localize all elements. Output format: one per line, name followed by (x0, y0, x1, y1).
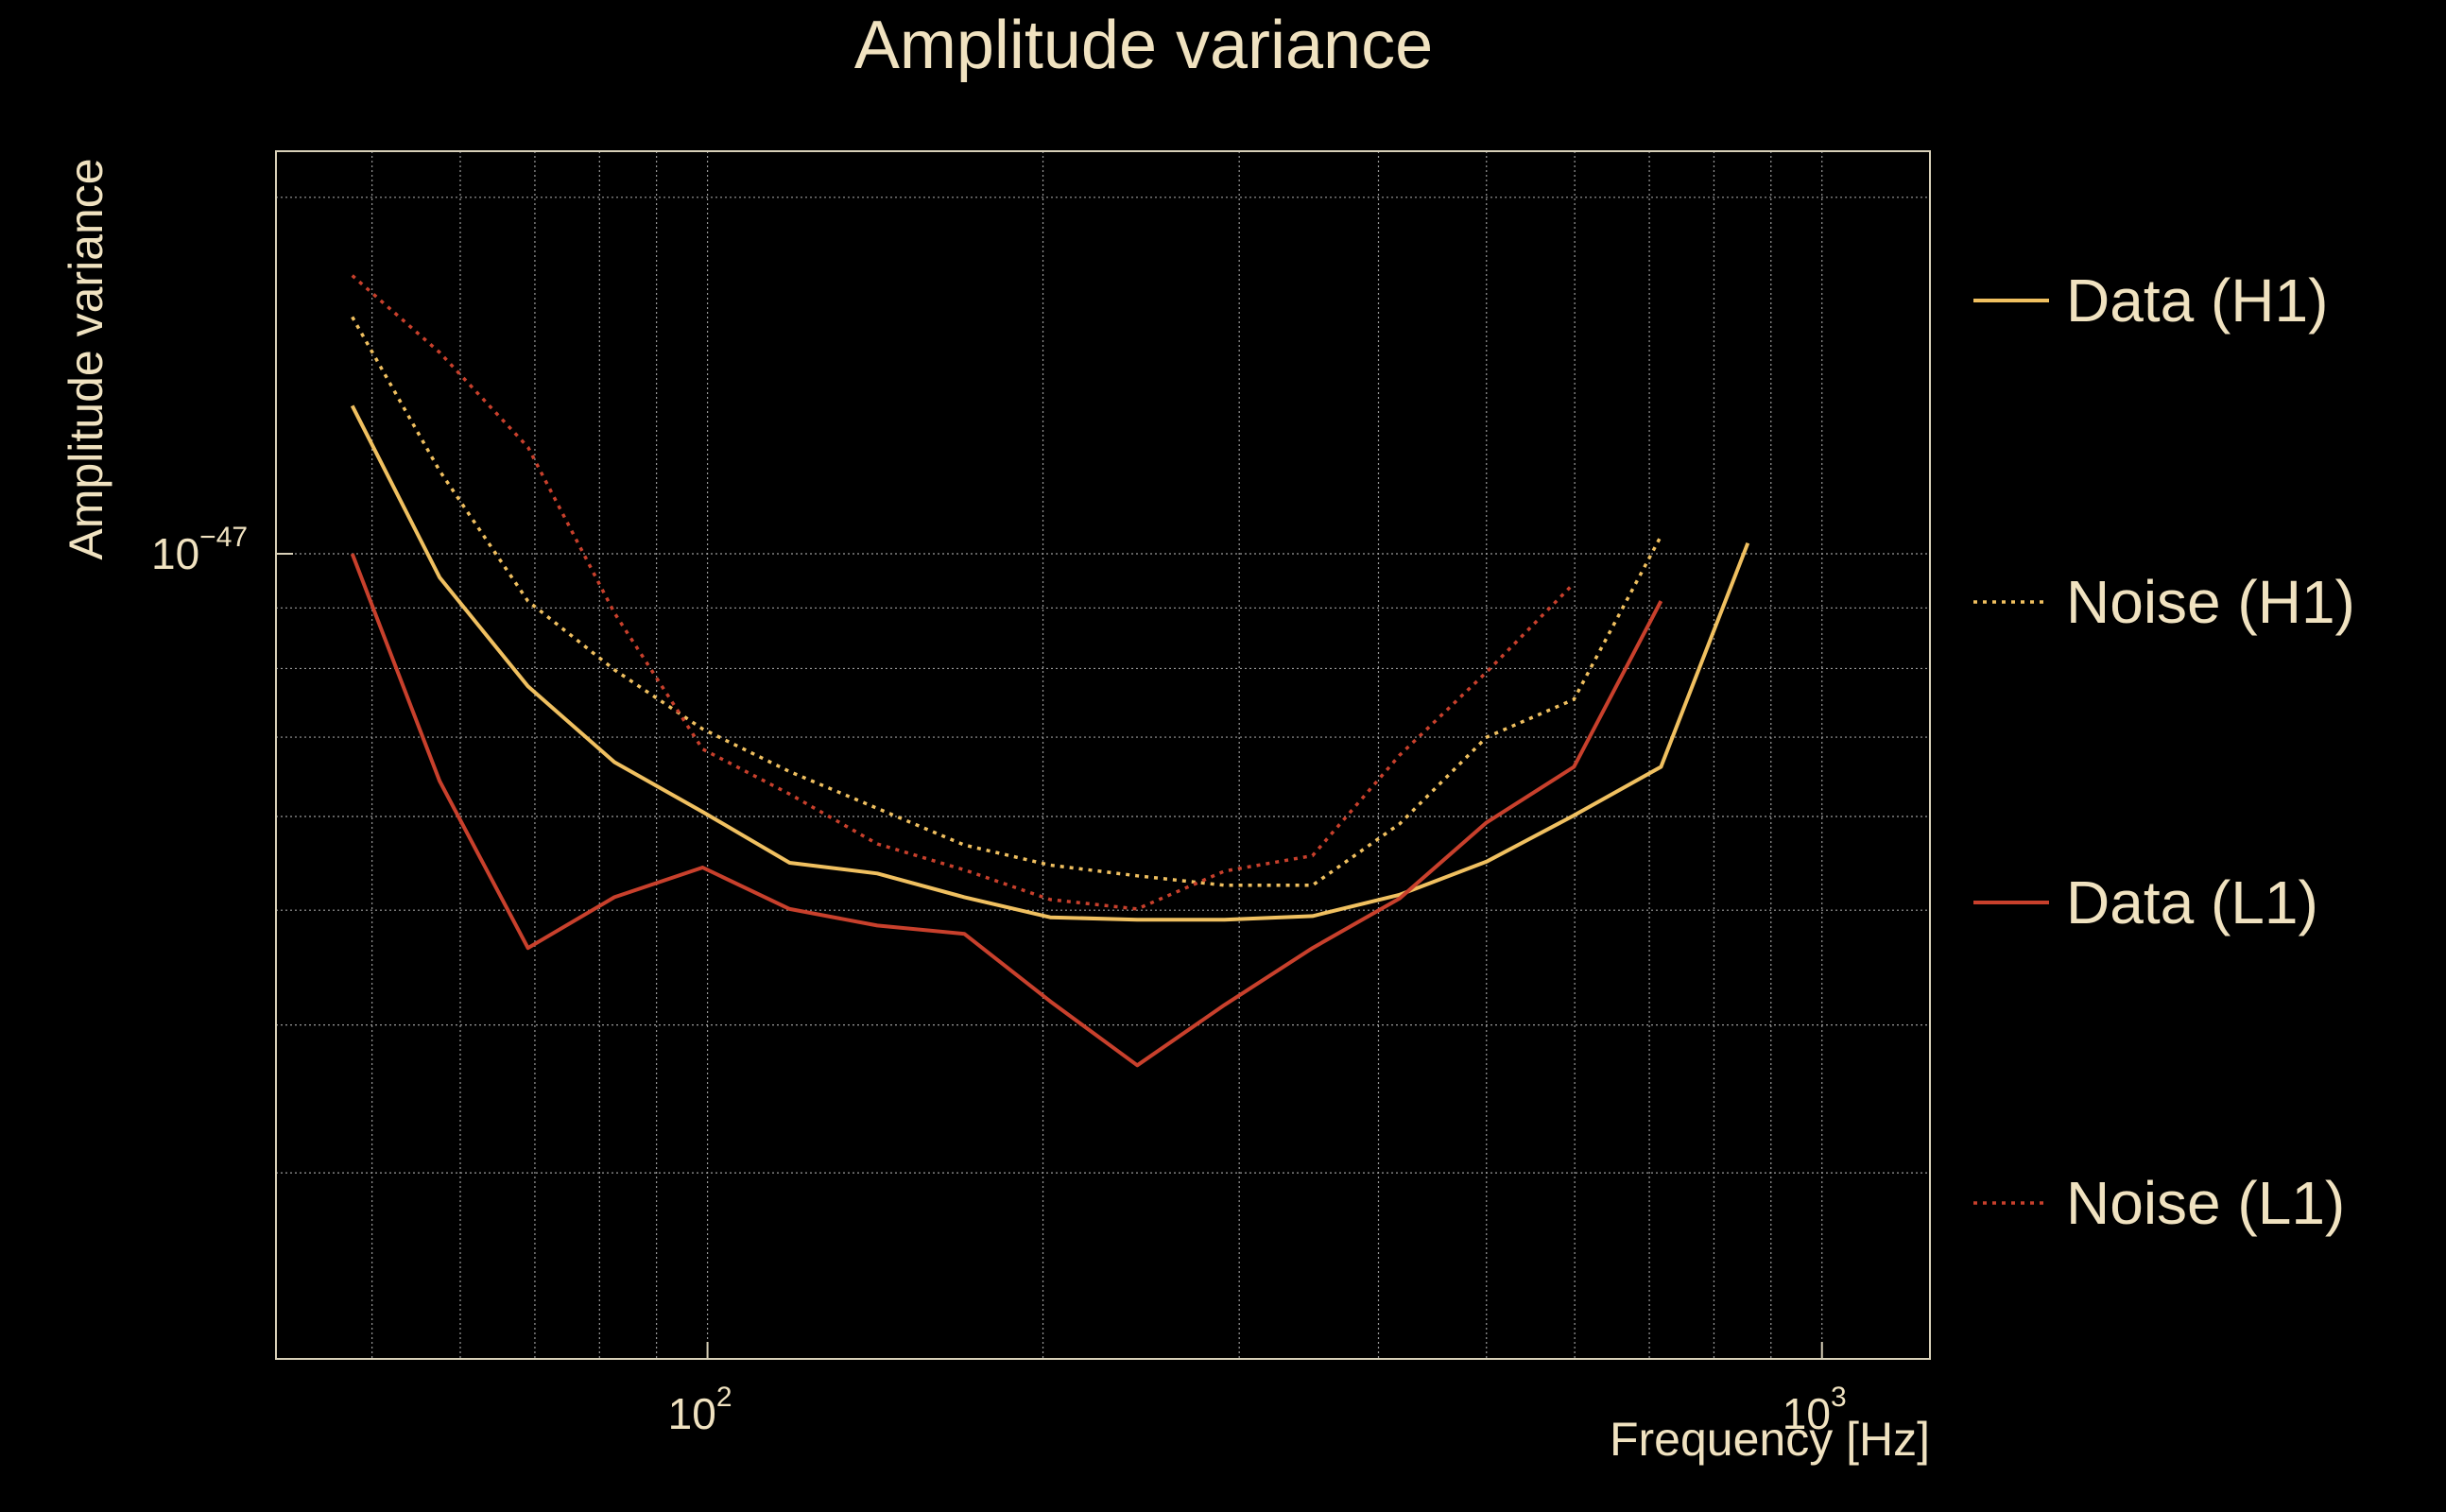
series-line (351, 274, 1576, 911)
y-axis-label: Amplitude variance (60, 158, 112, 559)
series-line (351, 316, 1662, 887)
legend-label: Data (H1) (2066, 266, 2328, 335)
legend-label: Noise (H1) (2066, 568, 2355, 636)
legend-label: Data (L1) (2066, 868, 2318, 936)
legend-item: Data (L1) (1973, 868, 2318, 936)
legend-item: Data (H1) (1973, 266, 2328, 335)
chart-title: Amplitude variance (854, 8, 1433, 83)
series-line (350, 404, 1750, 922)
grid-layer (276, 151, 1930, 1359)
legend-label: Noise (L1) (2066, 1169, 2345, 1237)
plot-frame (275, 150, 1931, 1360)
legend-item: Noise (L1) (1973, 1169, 2345, 1237)
series-layer (350, 274, 1750, 1068)
tick-layer: 102 103 10−47 (151, 522, 1847, 1438)
x-tick-label: 103 (1783, 1382, 1847, 1438)
legend: Data (H1) Noise (H1) Data (L1) Noise (L1) (1973, 266, 2355, 1237)
x-axis-label: Frequency [Hz] (1610, 1413, 1930, 1466)
x-tick-label: 102 (668, 1382, 732, 1438)
y-tick-label: 10−47 (151, 522, 248, 578)
series-line (350, 553, 1663, 1068)
legend-item: Noise (H1) (1973, 568, 2355, 636)
